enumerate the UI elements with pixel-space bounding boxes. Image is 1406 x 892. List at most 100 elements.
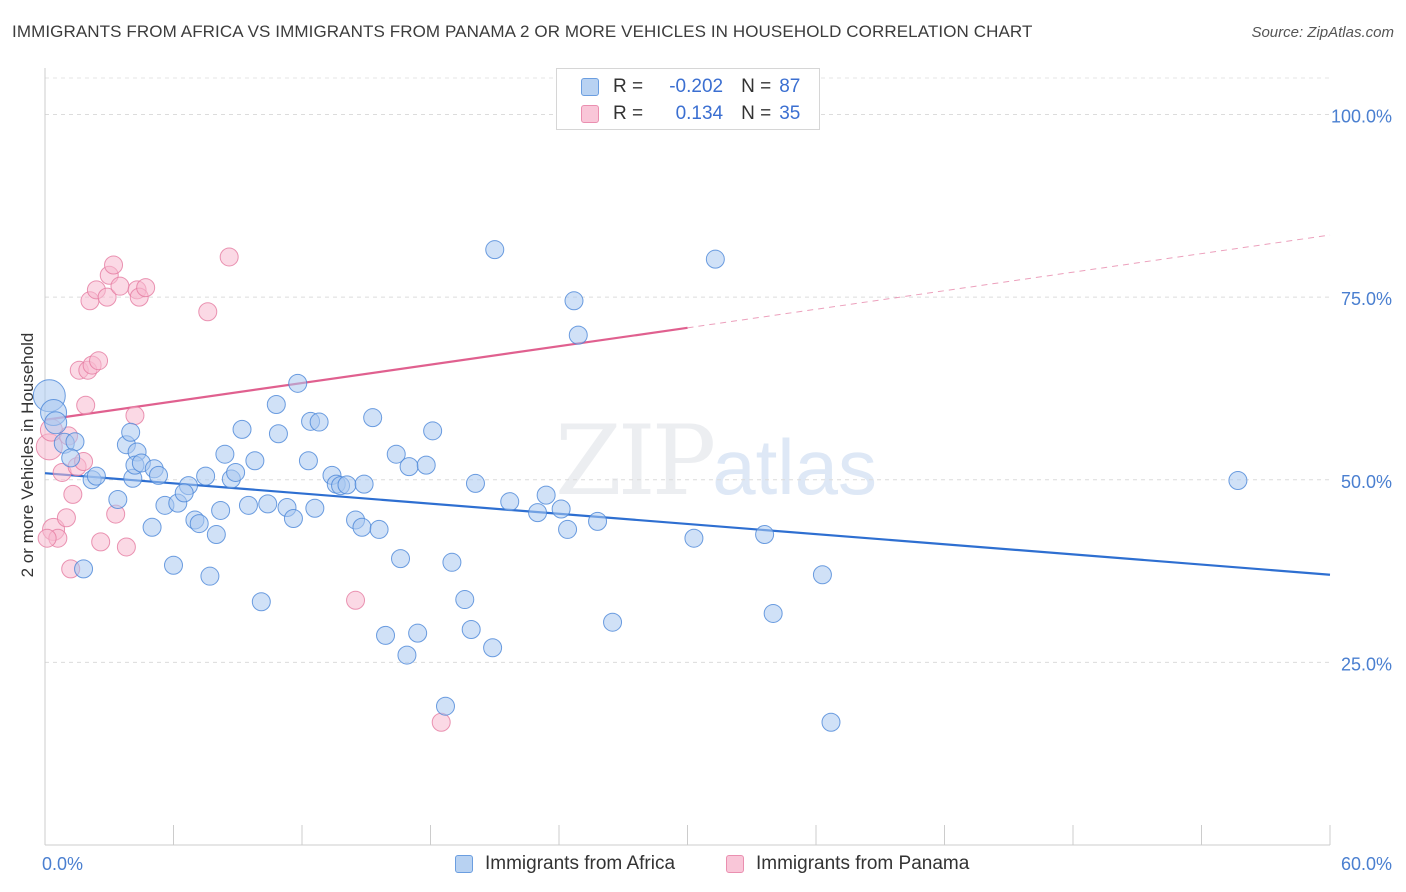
tick-labels: 25.0% 50.0% 75.0% 100.0% 0.0% 60.0% [42, 107, 1392, 874]
point-panama [125, 405, 145, 425]
x-tick-label-min: 0.0% [42, 854, 83, 874]
point-africa [164, 555, 183, 575]
point-africa [376, 625, 396, 645]
correlation-legend: R = -0.202 N = 87 R = 0.134 N = 35 [556, 68, 820, 130]
y-tick-label: 75.0% [1341, 289, 1392, 309]
legend-swatch-panama [581, 105, 599, 123]
point-africa [226, 462, 246, 482]
point-africa [245, 451, 265, 471]
point-africa [211, 500, 231, 520]
series-name-panama: Immigrants from Panama [756, 853, 970, 874]
point-africa [423, 421, 443, 441]
point-africa [266, 395, 286, 415]
y-tick-label: 50.0% [1341, 472, 1392, 492]
chart-source: Source: ZipAtlas.com [1251, 24, 1394, 41]
point-panama [63, 484, 83, 504]
data-points [32, 104, 1248, 732]
point-panama [198, 302, 218, 322]
point-africa [354, 474, 374, 494]
point-africa [189, 514, 209, 534]
point-africa [363, 408, 383, 428]
point-panama [37, 528, 57, 548]
point-africa [536, 485, 556, 505]
point-africa [369, 519, 389, 539]
point-africa [483, 638, 503, 658]
point-africa [258, 494, 278, 514]
series-legend-africa: Immigrants from Africa [455, 852, 675, 876]
point-africa [298, 451, 318, 471]
point-africa [465, 473, 485, 493]
point-africa [485, 240, 505, 260]
legend-n-value-panama: 35 [779, 103, 801, 124]
point-africa [108, 489, 128, 509]
legend-n-label: N = [741, 103, 772, 124]
point-panama [219, 247, 239, 267]
point-africa [812, 565, 832, 585]
trend-lines [44, 234, 1331, 576]
series-legend-panama: Immigrants from Panama [726, 852, 969, 876]
legend-swatch-africa [581, 78, 599, 96]
point-africa [408, 623, 428, 643]
point-africa [416, 455, 436, 475]
point-africa [399, 457, 419, 477]
point-africa [215, 444, 235, 464]
point-africa [232, 419, 252, 439]
point-panama [97, 287, 117, 307]
point-africa [86, 466, 106, 486]
legend-n-label: N = [741, 76, 772, 97]
grid-lines [45, 77, 1330, 663]
point-africa [386, 444, 406, 464]
point-africa [1228, 470, 1248, 490]
axes [44, 68, 1331, 846]
point-africa [61, 448, 81, 468]
legend-n-value-africa: 87 [779, 76, 801, 97]
point-africa [564, 291, 584, 311]
point-africa [65, 432, 85, 452]
point-africa [288, 373, 308, 393]
point-africa [442, 552, 462, 572]
watermark: ZIPatlas [555, 405, 877, 517]
series-swatch-africa [455, 855, 473, 873]
point-africa [337, 475, 357, 495]
point-africa [149, 465, 169, 485]
chart-title: IMMIGRANTS FROM AFRICA VS IMMIGRANTS FRO… [12, 22, 1033, 41]
legend-r-value-panama: 0.134 [675, 103, 724, 124]
trend-line-panama [44, 326, 688, 421]
point-africa [397, 645, 417, 665]
point-africa [461, 620, 481, 640]
point-africa [44, 411, 68, 435]
series-swatch-panama [726, 855, 744, 873]
y-tick-label: 25.0% [1341, 654, 1392, 674]
legend-r-value-africa: -0.202 [669, 76, 724, 97]
point-africa [196, 466, 216, 486]
series-name-africa: Immigrants from Africa [485, 853, 676, 874]
point-africa [763, 603, 783, 623]
point-africa [684, 528, 704, 548]
point-panama [110, 276, 130, 296]
point-panama [136, 278, 156, 298]
point-africa [121, 422, 141, 442]
point-africa [603, 612, 623, 632]
trend-line-africa [44, 472, 1331, 576]
point-africa [755, 525, 775, 545]
point-africa [74, 559, 94, 579]
trend-extension-panama [687, 234, 1331, 329]
point-africa [352, 517, 372, 537]
point-africa [251, 592, 271, 612]
point-africa [309, 412, 329, 432]
point-panama [116, 537, 136, 557]
point-africa [391, 549, 411, 569]
point-africa [435, 696, 455, 716]
point-panama [431, 712, 451, 732]
point-africa [821, 712, 841, 732]
point-africa [268, 424, 288, 444]
point-panama [91, 532, 111, 552]
point-panama [56, 508, 76, 528]
point-africa [558, 519, 578, 539]
point-africa [551, 499, 571, 519]
point-africa [174, 483, 194, 503]
point-africa [200, 566, 220, 586]
point-africa [238, 495, 258, 515]
point-africa [500, 492, 520, 512]
